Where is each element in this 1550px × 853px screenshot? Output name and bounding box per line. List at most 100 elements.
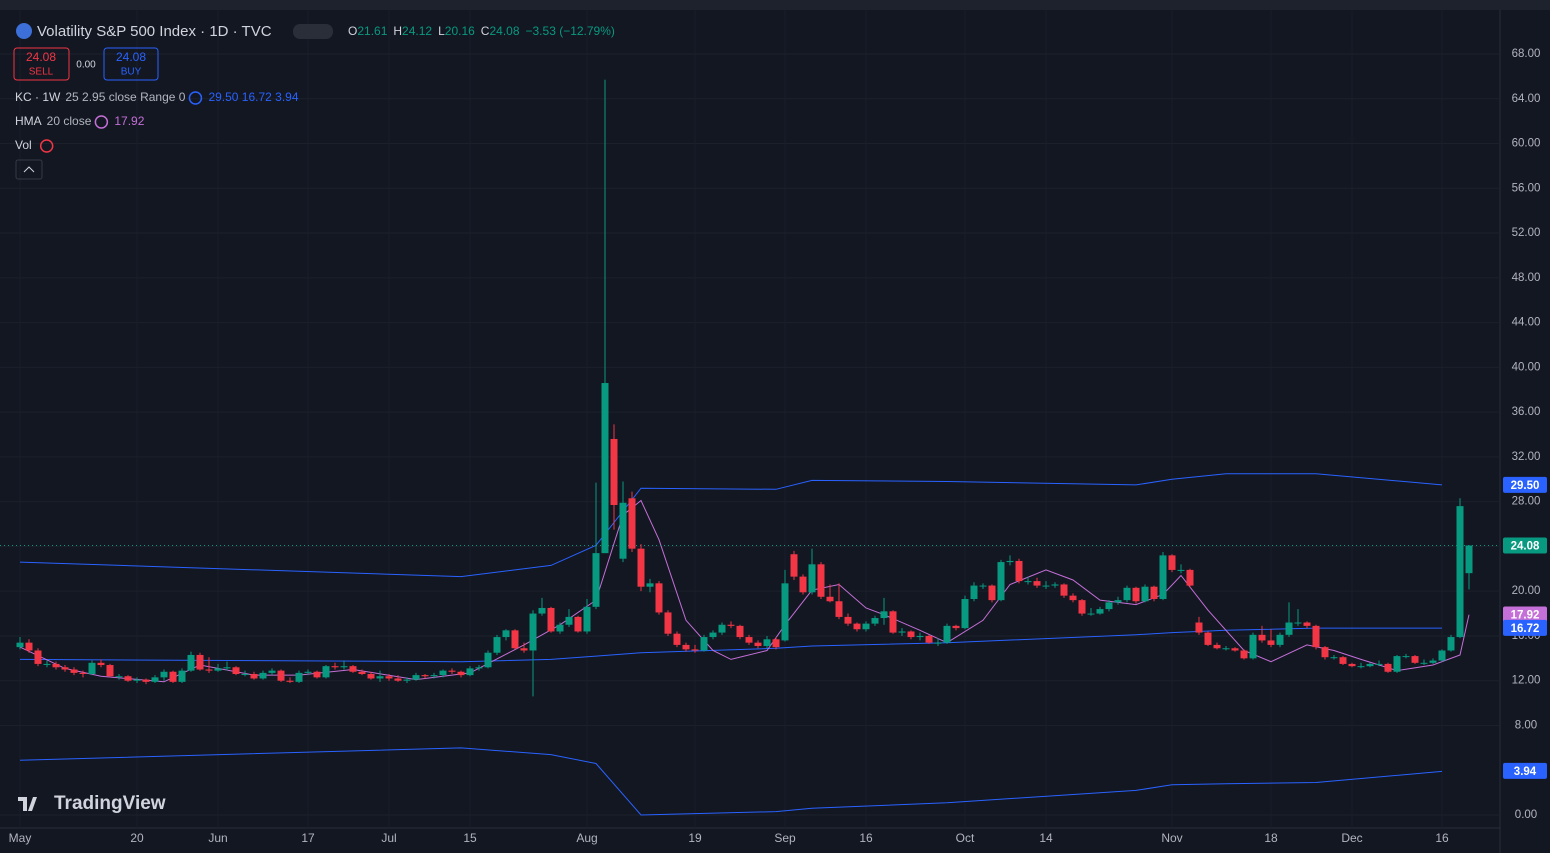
x-tick-label: Aug [576,831,597,845]
buy-button[interactable] [103,47,159,81]
candle-body [430,675,438,677]
candle-body [1132,587,1140,602]
candle-body [862,623,870,630]
candle-body [1042,585,1050,587]
ohlc-value: 21.61 [357,24,387,38]
candle-body [304,671,312,673]
candle-body [1420,662,1428,664]
candle-body [673,633,681,645]
indicator-row: Vol [15,138,32,152]
candle-body [250,673,258,679]
candle-body [286,680,294,682]
x-tick-label: Sep [774,831,796,845]
candle-body [97,662,105,666]
candle-body [394,678,402,681]
kc-lower [19,747,1443,816]
toolbar [0,0,1550,10]
candle-body [1276,634,1284,645]
candle-body [106,665,114,677]
candle-body [826,596,834,602]
y-tick-label: 0.00 [1515,809,1537,821]
candle-body [745,637,753,643]
candle-body [169,671,177,682]
kc-upper [19,473,1443,578]
candle-body [601,383,609,554]
candle-body [619,502,627,559]
collapse-button[interactable] [15,159,43,180]
candle-body [268,670,276,673]
indicator-name: HMA [15,114,42,128]
candle-body [970,585,978,600]
candle-body [295,672,303,682]
candle-body [664,612,672,634]
candle-body [1150,586,1158,600]
candle-body [1366,663,1374,667]
x-tick-label: 16 [1435,831,1449,845]
candle-body [178,670,186,682]
candle-body [871,618,879,624]
symbol-title[interactable]: Volatility S&P 500 Index · 1D · TVC [37,23,272,40]
candle-body [1303,622,1311,626]
candle-body [574,616,582,632]
candle-body [889,611,897,633]
change: −3.53 (−12.79%) [526,24,615,38]
candle-body [592,553,600,607]
candle-body [709,632,717,638]
candle-body [916,635,924,638]
buy-price: 24.08 [116,50,146,64]
candle-body [196,654,204,670]
candle-body [529,613,537,651]
candle-body [853,623,861,630]
y-tick-label: 64.00 [1512,93,1541,105]
candle-body [1258,634,1266,641]
candle-body [1204,632,1212,645]
candle-body [547,607,555,632]
toggle[interactable] [293,24,333,39]
candle-body [1015,560,1023,582]
candle-body [376,676,384,679]
candle-body [988,585,996,601]
candle-body [538,607,546,614]
y-tick-label: 48.00 [1512,272,1541,284]
indicator-list: KC · 1W 25 2.95 close Range 0 29.50 16.72 … [15,90,299,153]
candle-body [160,671,168,678]
candle-body [1159,555,1167,600]
candle-body [943,625,951,643]
candle-body [1006,560,1014,563]
candle-body [466,668,474,676]
candle-body [25,642,33,651]
x-tick-label: Jul [381,831,396,845]
candle-body [979,585,987,587]
candle-body [16,642,24,648]
candle-body [142,679,150,682]
price-tag-label: 29.50 [1511,480,1540,492]
candle-body [925,635,933,643]
candle-body [1438,650,1446,661]
y-tick-label: 32.00 [1512,451,1541,463]
candle-body [646,583,654,587]
candle-body [412,675,420,680]
ohlc: O21.61 H24.12 L20.16 C24.08 −3.53 (−12.79%) [348,24,615,38]
candle-body [628,498,636,549]
candle-body [241,673,249,675]
candle-body [655,583,663,613]
candle-body [817,564,825,597]
indicator-row: KC · 1W 25 2.95 close Range 0 [15,90,186,104]
candle-body [223,667,231,669]
candle-body [691,649,699,651]
candle-body [457,671,465,676]
plot: 0.008.0012.0016.0020.0024.0028.0032.0036… [0,10,1547,845]
sell-button[interactable] [13,47,70,81]
candle-body [313,671,321,678]
candle-body [151,677,159,682]
candle-body [385,676,393,679]
candle-body [934,642,942,644]
y-tick-label: 52.00 [1512,227,1541,239]
candle-body [1060,584,1068,596]
candle-body [340,666,348,668]
logo-icon [18,797,37,811]
y-tick-label: 40.00 [1512,361,1541,373]
candle-body [1465,545,1473,574]
